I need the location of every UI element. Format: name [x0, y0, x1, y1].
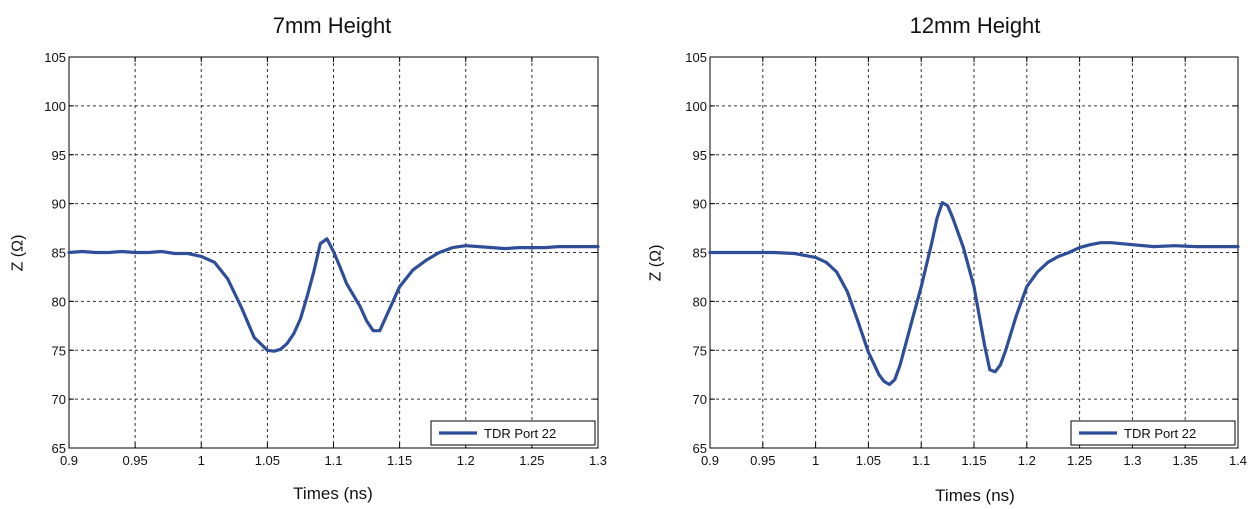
x-tick-label: 1 [198, 453, 205, 468]
y-tick-label: 80 [693, 294, 707, 309]
y-tick-label: 75 [52, 343, 66, 358]
y-tick-label: 65 [52, 441, 66, 456]
chart-plot-area: 0.9 0.95 1 1.05 1.1 1.15 1.2 1.25 1.3 65 70 75 80 85 9… [44, 50, 607, 468]
chart-plot-area: 0.9 0.95 1 1.05 1.1 1.15 1.2 1.25 1.3 1.35 1.4 65 70… [685, 50, 1247, 468]
series-line [708, 201, 1240, 387]
legend-label: TDR Port 22 [484, 426, 556, 441]
legend-box [430, 420, 596, 446]
y-tick-label: 90 [52, 197, 66, 212]
x-tick-label: 0.9 [701, 453, 719, 468]
y-tick-label: 105 [44, 50, 66, 65]
x-tick-label: 1.25 [1067, 453, 1092, 468]
x-tick-label: 1.3 [589, 453, 607, 468]
y-tick-label: 95 [52, 148, 66, 163]
y-tick-label: 95 [693, 148, 707, 163]
x-tick-label: 1.35 [1173, 453, 1198, 468]
x-tick-label: 1.2 [1018, 453, 1036, 468]
y-tick-label: 105 [685, 50, 707, 65]
x-tick-label: 1.25 [519, 453, 544, 468]
x-tick-label: 1.05 [255, 453, 280, 468]
x-tick-label: 1.15 [387, 453, 412, 468]
y-tick-label: 70 [693, 392, 707, 407]
chart-title: 12mm Height [909, 13, 1041, 38]
y-tick-label: 100 [44, 99, 66, 114]
y-tick-label: 75 [693, 343, 707, 358]
chart-12mm-height: 12mm Height Z (Ω) Times (ns) 0.9 0.95 1 1.0… [625, 0, 1251, 509]
chart-7mm-height: 7mm Height Z (Ω) Times (ns) 0.9 0.95 1 1.05… [0, 0, 625, 509]
y-tick-label: 80 [52, 294, 66, 309]
chart-title: 7mm Height [272, 13, 392, 38]
y-tick-label: 65 [693, 441, 707, 456]
x-tick-label: 0.95 [122, 453, 147, 468]
x-axis-label: Times (ns) [293, 484, 373, 503]
x-tick-label: 0.9 [60, 453, 78, 468]
legend: TDR Port 22 [430, 420, 596, 446]
x-tick-label: 1.05 [856, 453, 881, 468]
legend: TDR Port 22 [1070, 420, 1236, 446]
x-tick-label: 1.2 [457, 453, 475, 468]
x-tick-label: 1.1 [324, 453, 342, 468]
y-tick-label: 85 [52, 246, 66, 261]
series-line [67, 237, 600, 353]
x-axis-label: Times (ns) [935, 486, 1015, 505]
y-tick-label: 90 [693, 197, 707, 212]
x-tick-label: 1.3 [1123, 453, 1141, 468]
x-tick-label: 1 [812, 453, 819, 468]
y-tick-label: 85 [693, 246, 707, 261]
x-tick-label: 1.15 [961, 453, 986, 468]
y-tick-label: 100 [685, 99, 707, 114]
y-tick-label: 70 [52, 392, 66, 407]
x-tick-label: 0.95 [750, 453, 775, 468]
x-tick-label: 1.1 [912, 453, 930, 468]
x-tick-label: 1.4 [1229, 453, 1247, 468]
legend-label: TDR Port 22 [1124, 426, 1196, 441]
